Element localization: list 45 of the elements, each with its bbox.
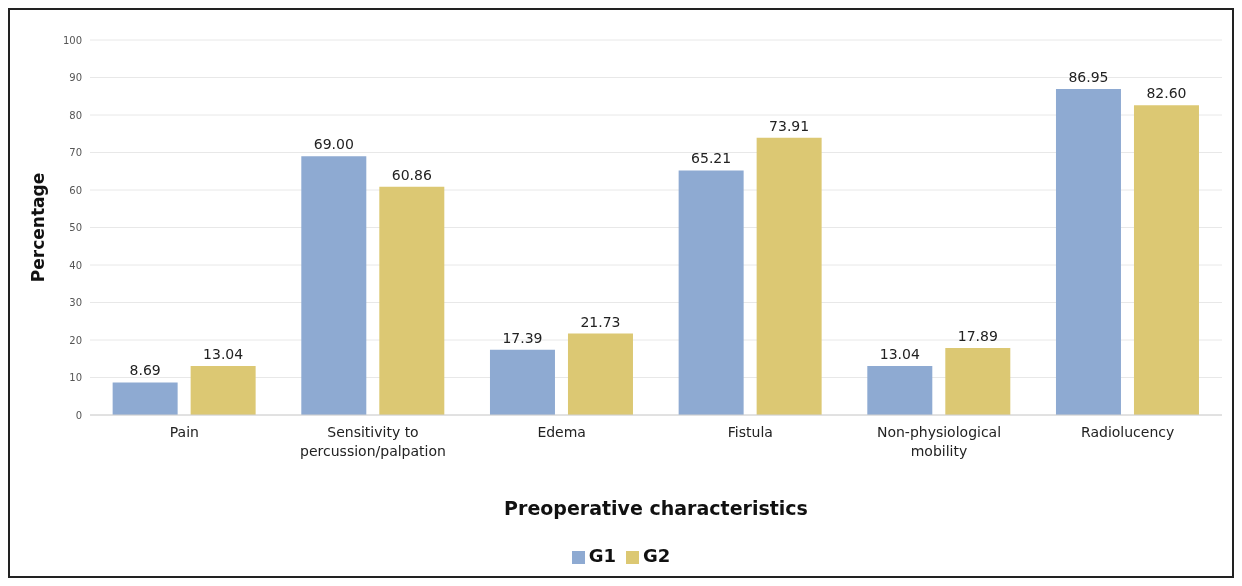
bar xyxy=(379,186,445,415)
x-tick-label: Sensitivity to percussion/palpation xyxy=(300,424,446,459)
y-axis-title: Percentage xyxy=(28,172,49,283)
data-label: 17.39 xyxy=(502,329,543,346)
data-label: 86.95 xyxy=(1068,68,1109,85)
y-tick-label: 100 xyxy=(62,34,82,46)
data-label: 21.73 xyxy=(580,313,621,330)
y-tick-label: 0 xyxy=(75,409,82,421)
bar xyxy=(1055,88,1121,415)
x-tick-label: Edema xyxy=(537,424,586,440)
bar xyxy=(945,347,1011,415)
bar xyxy=(1133,105,1199,415)
x-axis-title: Preoperative characteristics xyxy=(504,497,808,519)
y-tick-label: 20 xyxy=(69,334,82,346)
y-tick-label: 80 xyxy=(69,109,82,121)
x-tick-label: Radiolucency xyxy=(1081,424,1175,440)
data-label: 8.69 xyxy=(129,362,161,379)
data-label: 60.86 xyxy=(391,166,432,183)
bar xyxy=(678,170,744,415)
x-tick-label: Pain xyxy=(169,424,199,440)
bar xyxy=(756,137,822,415)
data-label: 69.00 xyxy=(313,136,354,153)
x-tick-label: Non-physiological mobility xyxy=(876,424,1002,459)
y-tick-label: 60 xyxy=(69,184,82,196)
y-tick-label: 90 xyxy=(69,72,82,84)
y-tick-label: 50 xyxy=(69,222,82,234)
data-label: 13.04 xyxy=(879,346,920,363)
data-label: 65.21 xyxy=(691,150,732,167)
data-label: 73.91 xyxy=(769,117,810,134)
bar xyxy=(112,382,178,415)
bar xyxy=(190,366,256,415)
data-label: 17.89 xyxy=(957,327,998,344)
legend-label: G1 xyxy=(588,545,616,566)
x-tick-label: Fistula xyxy=(727,424,773,440)
y-tick-label: 30 xyxy=(69,297,82,309)
y-tick-label: 40 xyxy=(69,259,82,271)
y-tick-label: 70 xyxy=(69,147,82,159)
legend-label: G2 xyxy=(643,545,671,566)
data-label: 82.60 xyxy=(1146,85,1187,102)
data-label: 13.04 xyxy=(203,346,244,363)
bar xyxy=(867,366,933,415)
bar xyxy=(301,156,367,415)
bar xyxy=(567,333,633,415)
bar xyxy=(489,349,555,415)
y-tick-label: 10 xyxy=(69,372,82,384)
